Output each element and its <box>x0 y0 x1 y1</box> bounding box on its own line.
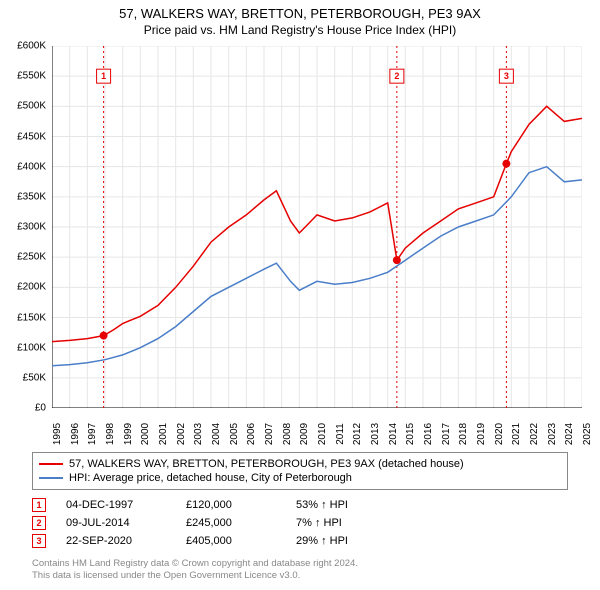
event-price: £405,000 <box>186 535 276 547</box>
x-tick-label: 2016 <box>423 423 434 445</box>
y-tick-label: £600K <box>17 41 46 52</box>
event-hpi: 29% ↑ HPI <box>296 535 396 547</box>
y-tick-label: £200K <box>17 282 46 293</box>
x-tick-label: 2014 <box>388 423 399 445</box>
event-row: 1 04-DEC-1997 £120,000 53% ↑ HPI <box>32 496 568 514</box>
x-tick-label: 2024 <box>564 423 575 445</box>
y-tick-label: £100K <box>17 342 46 353</box>
event-row: 2 09-JUL-2014 £245,000 7% ↑ HPI <box>32 514 568 532</box>
event-date: 22-SEP-2020 <box>66 535 166 547</box>
attribution: Contains HM Land Registry data © Crown c… <box>32 558 358 583</box>
legend-label: 57, WALKERS WAY, BRETTON, PETERBOROUGH, … <box>69 458 464 470</box>
x-tick-label: 2000 <box>140 423 151 445</box>
event-price: £245,000 <box>186 517 276 529</box>
y-tick-label: £300K <box>17 222 46 233</box>
y-tick-label: £350K <box>17 191 46 202</box>
event-date: 04-DEC-1997 <box>66 499 166 511</box>
x-tick-label: 1997 <box>87 423 98 445</box>
y-tick-label: £50K <box>23 372 46 383</box>
attribution-line2: This data is licensed under the Open Gov… <box>32 570 358 582</box>
event-marker-icon: 3 <box>32 534 46 548</box>
events-table: 1 04-DEC-1997 £120,000 53% ↑ HPI 2 09-JUL-201… <box>32 496 568 550</box>
y-tick-label: £500K <box>17 101 46 112</box>
x-tick-label: 2017 <box>441 423 452 445</box>
chart-title-main: 57, WALKERS WAY, BRETTON, PETERBOROUGH, … <box>10 6 590 21</box>
x-tick-label: 2025 <box>582 423 593 445</box>
x-tick-label: 2003 <box>193 423 204 445</box>
attribution-line1: Contains HM Land Registry data © Crown c… <box>32 558 358 570</box>
y-tick-label: £400K <box>17 161 46 172</box>
x-tick-label: 1999 <box>123 423 134 445</box>
title-block: 57, WALKERS WAY, BRETTON, PETERBOROUGH, … <box>0 0 600 39</box>
x-tick-label: 1996 <box>70 423 81 445</box>
x-tick-label: 2011 <box>335 423 346 445</box>
event-dot <box>502 160 510 168</box>
event-dot <box>100 332 108 340</box>
x-tick-label: 2015 <box>405 423 416 445</box>
event-hpi: 53% ↑ HPI <box>296 499 396 511</box>
x-tick-label: 2008 <box>282 423 293 445</box>
y-tick-label: £250K <box>17 252 46 263</box>
legend-item: HPI: Average price, detached house, City… <box>39 471 561 485</box>
x-tick-label: 2010 <box>317 423 328 445</box>
legend-item: 57, WALKERS WAY, BRETTON, PETERBOROUGH, … <box>39 457 561 471</box>
event-hpi: 7% ↑ HPI <box>296 517 396 529</box>
x-tick-label: 1995 <box>52 423 63 445</box>
event-date: 09-JUL-2014 <box>66 517 166 529</box>
y-tick-label: £450K <box>17 131 46 142</box>
x-axis: 1995 1996 1997 1998 1999 2000 2001 2002 2003 2004… <box>52 410 582 448</box>
event-marker-number: 2 <box>394 71 399 81</box>
x-tick-label: 2019 <box>476 423 487 445</box>
legend-swatch <box>39 477 63 479</box>
plot-area: 1 2 3 <box>52 46 582 408</box>
x-tick-label: 2002 <box>176 423 187 445</box>
x-tick-label: 1998 <box>105 423 116 445</box>
x-tick-label: 2006 <box>246 423 257 445</box>
legend: 57, WALKERS WAY, BRETTON, PETERBOROUGH, … <box>32 452 568 490</box>
event-marker-number: 3 <box>504 71 509 81</box>
event-price: £120,000 <box>186 499 276 511</box>
legend-label: HPI: Average price, detached house, City… <box>69 472 352 484</box>
x-tick-label: 2021 <box>511 423 522 445</box>
x-tick-label: 2012 <box>352 423 363 445</box>
x-tick-label: 2001 <box>158 423 169 445</box>
event-dot <box>393 256 401 264</box>
chart-title-sub: Price paid vs. HM Land Registry's House … <box>10 23 590 37</box>
y-tick-label: £550K <box>17 71 46 82</box>
y-axis: £0£50K£100K£150K£200K£250K£300K£350K£400… <box>0 46 50 408</box>
x-tick-label: 2005 <box>229 423 240 445</box>
plot-svg: 1 2 3 <box>52 46 582 408</box>
event-row: 3 22-SEP-2020 £405,000 29% ↑ HPI <box>32 532 568 550</box>
x-tick-label: 2007 <box>264 423 275 445</box>
y-tick-label: £150K <box>17 312 46 323</box>
x-tick-label: 2004 <box>211 423 222 445</box>
x-tick-label: 2013 <box>370 423 381 445</box>
x-tick-label: 2022 <box>529 423 540 445</box>
y-tick-label: £0 <box>35 403 46 414</box>
legend-swatch <box>39 463 63 465</box>
event-marker-icon: 2 <box>32 516 46 530</box>
event-marker-number: 1 <box>101 71 106 81</box>
chart-container: 57, WALKERS WAY, BRETTON, PETERBOROUGH, … <box>0 0 600 590</box>
event-marker-icon: 1 <box>32 498 46 512</box>
x-tick-label: 2009 <box>299 423 310 445</box>
x-tick-label: 2020 <box>494 423 505 445</box>
x-tick-label: 2023 <box>547 423 558 445</box>
x-tick-label: 2018 <box>458 423 469 445</box>
